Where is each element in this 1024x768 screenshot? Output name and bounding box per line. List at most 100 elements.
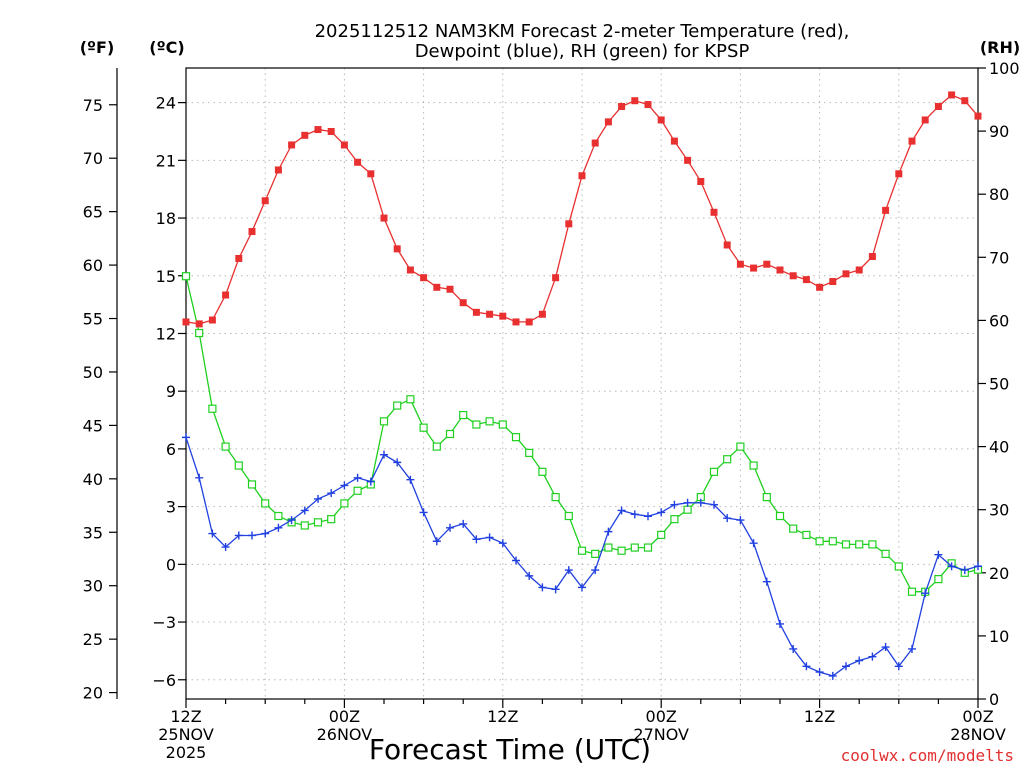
fahrenheit-tick-label: 35: [83, 523, 103, 542]
dewpoint-point: [525, 571, 534, 580]
dewpoint-point: [472, 535, 481, 544]
dewpoint-point: [300, 506, 309, 515]
fahrenheit-axis: 20 25 30 35 40 45 50 55 60 65 70 75: [83, 96, 117, 703]
rh-point: [591, 549, 600, 558]
temperature-point: [433, 283, 441, 291]
rh-point: [577, 546, 587, 555]
temperature-point: [538, 310, 546, 318]
rh-point: [749, 461, 758, 470]
temperature-point: [182, 318, 190, 326]
dewpoint-point: [182, 433, 190, 442]
rh-point: [564, 511, 573, 521]
dewpoint-point: [723, 514, 732, 523]
temperature-point: [472, 308, 480, 316]
rh-tick-label: 90: [989, 122, 1009, 141]
time-tick-label: 00Z: [646, 707, 677, 726]
temperature-point: [486, 310, 494, 318]
rh-unit-label: (RH): [980, 38, 1020, 57]
dewpoint-point: [921, 589, 930, 598]
rh-tick-label: 100: [989, 59, 1020, 78]
fahrenheit-tick-label: 50: [83, 363, 103, 382]
dewpoint-point: [498, 539, 507, 548]
temperature-series: [182, 91, 982, 328]
rh-point: [525, 448, 534, 458]
fahrenheit-tick-label: 55: [83, 310, 103, 329]
temperature-point: [934, 102, 942, 110]
dewpoint-point: [644, 512, 652, 521]
dewpoint-point: [432, 537, 441, 546]
temperature-point: [644, 101, 652, 109]
dewpoint-point: [234, 531, 243, 540]
celsius-tick-label: 24: [156, 94, 176, 113]
time-tick-label: 28NOV: [950, 725, 1006, 744]
dewpoint-point: [538, 583, 547, 592]
time-tick-label: 12Z: [804, 707, 835, 726]
temperature-point: [697, 178, 705, 186]
dewpoint-point: [683, 498, 692, 507]
temperature-point: [235, 254, 243, 262]
rh-point: [313, 518, 323, 527]
temperature-point: [948, 91, 956, 99]
temperature-point: [406, 266, 414, 274]
dewpoint-point: [221, 543, 230, 552]
temperature-point: [459, 299, 467, 307]
rh-point: [379, 417, 389, 426]
rh-point: [327, 515, 336, 524]
celsius-axis: −6 −3 0 3 6 9 12 15 18 21 24: [152, 94, 186, 690]
temperature-point: [288, 141, 296, 149]
rh-tick-label: 80: [989, 185, 1009, 204]
temperature-point: [340, 141, 348, 149]
rh-point: [643, 543, 653, 552]
rh-point: [670, 515, 679, 524]
temperature-point: [327, 127, 335, 135]
rh-point: [815, 537, 824, 546]
dewpoint-point: [670, 500, 679, 509]
dewpoint-point: [340, 481, 349, 490]
rh-point: [181, 272, 191, 281]
time-tick-label: 2025: [166, 743, 207, 762]
dewpoint-point: [736, 516, 745, 525]
dewpoint-point: [564, 566, 573, 575]
dewpoint-point: [947, 562, 956, 571]
rh-tick-label: 0: [989, 690, 999, 709]
temperature-point: [908, 137, 916, 145]
dewpoint-point: [776, 619, 784, 628]
rh-point: [432, 442, 441, 451]
celsius-tick-label: 9: [166, 382, 176, 401]
rh-point: [775, 511, 785, 521]
temperature-point: [512, 318, 520, 326]
temperature-point: [591, 139, 599, 147]
celsius-tick-label: 6: [166, 440, 176, 459]
celsius-tick-label: 18: [156, 209, 176, 228]
temperature-point: [855, 266, 863, 274]
dewpoint-point: [960, 566, 969, 575]
rh-tick-label: 20: [989, 564, 1009, 583]
temperature-point: [314, 126, 322, 134]
time-tick-label: 26NOV: [317, 725, 373, 744]
temperature-point: [736, 260, 744, 268]
title-line-1: 2025112512 NAM3KM Forecast 2-meter Tempe…: [315, 21, 850, 42]
rh-point: [340, 499, 349, 508]
temperature-point: [802, 276, 810, 284]
dewpoint-point: [657, 508, 666, 517]
dewpoint-point: [287, 516, 296, 525]
temperature-point: [816, 283, 824, 291]
credit-text: coolwx.com/modelts: [841, 746, 1014, 765]
rh-point: [736, 442, 745, 451]
dewpoint-point: [366, 477, 375, 486]
time-tick-label: 00Z: [329, 707, 360, 726]
rh-point: [789, 524, 798, 533]
temperature-point: [618, 102, 626, 110]
rh-point: [247, 480, 257, 489]
rh-point: [551, 492, 560, 502]
rh-point: [855, 540, 864, 549]
rh-tick-label: 70: [989, 248, 1009, 267]
rh-series: [181, 272, 983, 596]
temperature-point: [657, 116, 665, 124]
rh-point: [419, 423, 428, 432]
dewpoint-point: [512, 556, 520, 565]
fahrenheit-tick-label: 25: [83, 630, 103, 649]
dewpoint-point: [789, 644, 798, 653]
temperature-point: [750, 264, 758, 272]
